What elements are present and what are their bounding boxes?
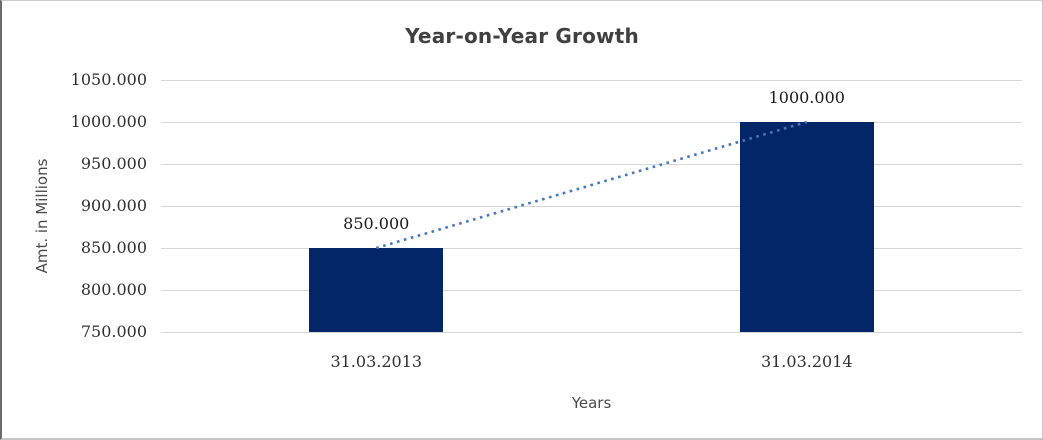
y-tick-label: 1050.000 (70, 70, 147, 89)
y-tick-label: 850.000 (80, 238, 147, 257)
chart-title: Year-on-Year Growth (405, 24, 639, 48)
bar-value-label: 850.000 (343, 214, 410, 233)
gridline (161, 122, 1022, 123)
gridline (161, 206, 1022, 207)
bar (309, 248, 444, 332)
x-tick-label: 31.03.2013 (330, 352, 423, 371)
bar (739, 122, 874, 332)
x-axis-title: Years (571, 394, 612, 412)
y-tick-label: 1000.000 (70, 112, 147, 131)
bar-value-label: 1000.000 (768, 88, 845, 107)
y-axis-title: Amt. in Millions (33, 158, 51, 274)
y-tick-label: 950.000 (80, 154, 147, 173)
y-tick-label: 750.000 (80, 322, 147, 341)
y-tick-label: 800.000 (80, 280, 147, 299)
gridline (161, 290, 1022, 291)
gridline (161, 80, 1022, 81)
gridline (161, 248, 1022, 249)
y-tick-label: 900.000 (80, 196, 147, 215)
gridline (161, 164, 1022, 165)
x-tick-label: 31.03.2014 (760, 352, 853, 371)
gridline (161, 332, 1022, 333)
